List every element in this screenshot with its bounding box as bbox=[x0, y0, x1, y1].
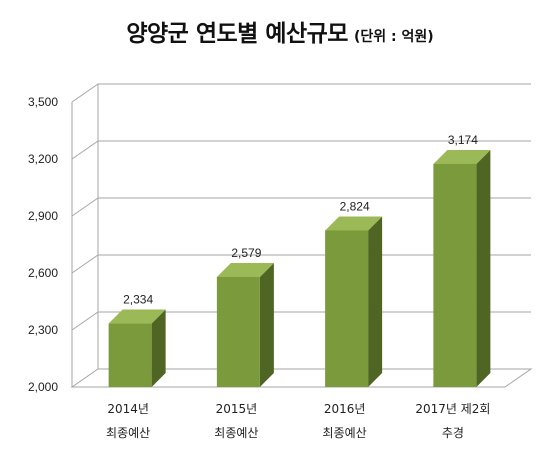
x-category-sublabel: 추경 bbox=[442, 426, 464, 440]
bar-value-label: 2,824 bbox=[340, 199, 370, 213]
y-tick-label: 3,500 bbox=[28, 95, 58, 109]
x-category-sublabel: 최종예산 bbox=[106, 426, 150, 440]
x-category-label: 2014년 bbox=[107, 402, 149, 416]
bar-top bbox=[108, 309, 166, 324]
bar-value-label: 2,579 bbox=[231, 246, 261, 260]
chart-unit-label: (단위 : 억원) bbox=[353, 29, 434, 45]
bar-side bbox=[151, 309, 166, 387]
y-tick-label: 2,000 bbox=[28, 380, 58, 394]
x-category-sublabel: 최종예산 bbox=[323, 426, 367, 440]
bar-top bbox=[216, 262, 274, 277]
bar-side bbox=[476, 149, 491, 387]
bar-front bbox=[216, 276, 260, 387]
bar-value-label: 2,334 bbox=[123, 293, 153, 307]
bar-front bbox=[325, 230, 369, 387]
bar-top bbox=[433, 149, 491, 164]
bar bbox=[325, 216, 383, 387]
bar-front bbox=[108, 323, 152, 387]
gridline bbox=[71, 83, 531, 103]
x-category-label: 2015년 bbox=[216, 402, 258, 416]
y-tick-label: 3,200 bbox=[28, 152, 58, 166]
y-tick-label: 2,300 bbox=[28, 323, 58, 337]
bar bbox=[216, 262, 274, 387]
bar-side bbox=[259, 262, 274, 387]
bar-top bbox=[325, 216, 383, 231]
x-category-label: 2016년 bbox=[324, 402, 366, 416]
bar-side bbox=[368, 216, 383, 387]
x-category-sublabel: 최종예산 bbox=[214, 426, 258, 440]
bar bbox=[433, 149, 491, 387]
x-category-label: 2017년 제2회 bbox=[415, 402, 490, 416]
y-tick-label: 2,600 bbox=[28, 266, 58, 280]
chart-title-main: 양양군 연도별 예산규모 bbox=[126, 21, 348, 47]
chart-title: 양양군 연도별 예산규모 (단위 : 억원) bbox=[0, 14, 560, 48]
y-tick-label: 2,900 bbox=[28, 209, 58, 223]
bar-value-label: 3,174 bbox=[448, 133, 478, 147]
bar-front bbox=[433, 163, 477, 387]
bar bbox=[108, 309, 166, 387]
